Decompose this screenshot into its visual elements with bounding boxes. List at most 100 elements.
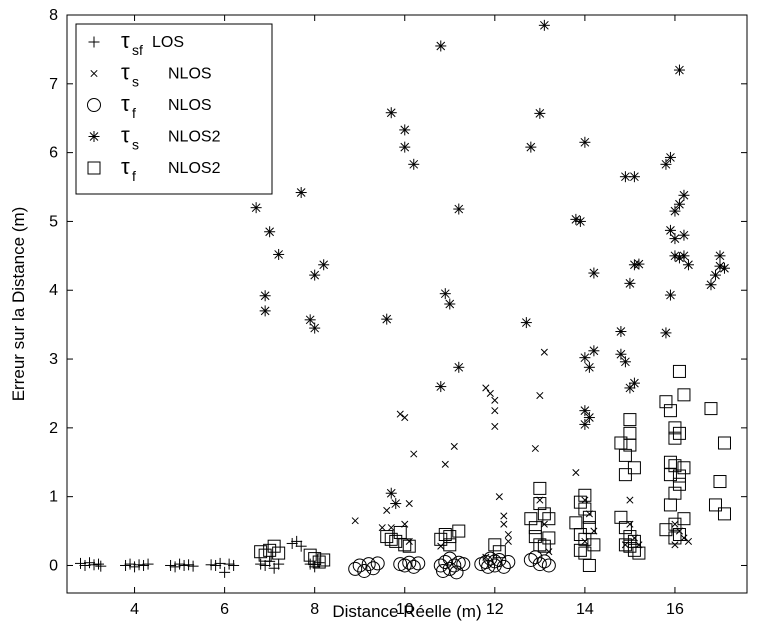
tf_nlos2-point (677, 461, 691, 475)
legend-tau-subscript: f (132, 105, 136, 121)
ts_nlos2-point (250, 202, 262, 214)
ts_nlos-point (351, 517, 359, 525)
legend-marker-ts_nlos2 (88, 131, 100, 142)
tf_nlos2-point (618, 448, 632, 462)
ts_nlos-point (581, 496, 589, 504)
ts_nlos-point (500, 512, 508, 520)
ts_nlos2-point (678, 250, 690, 262)
ts_nlos2-point (520, 317, 532, 329)
tf_nlos2-point (312, 555, 326, 569)
tf_nlos2-point (528, 521, 542, 535)
ts_nlos2-point (615, 348, 627, 360)
tf_nlos2-point (618, 521, 632, 535)
ts_nlos2-point (669, 205, 681, 217)
tf_nlos2-point (542, 531, 556, 545)
tf_nlos2-point (254, 545, 268, 559)
tf_nlos2-point (672, 528, 686, 542)
tf_nlos-point (541, 558, 556, 573)
tf_nlos-point (357, 563, 372, 578)
y-tick-label: 4 (49, 282, 58, 299)
tf_nlos2-point (488, 538, 502, 552)
ts_nlos2-point (453, 203, 465, 215)
tf_nlos2-point (308, 552, 322, 566)
tf_nlos2-point (618, 538, 632, 552)
tf_nlos2-point (717, 436, 731, 450)
ts_nlos-point (378, 524, 386, 532)
y-tick-label: 7 (49, 76, 58, 93)
ts_nlos2-point (664, 151, 676, 163)
ts_nlos2-point (660, 158, 672, 170)
legend-box (75, 23, 273, 195)
legend-tau-symbol: τ (121, 28, 130, 53)
x-tick-label: 8 (310, 601, 319, 618)
tf_nlos2-point (452, 524, 466, 538)
tsf_los-point (219, 566, 231, 578)
tf_nlos2-point (587, 538, 601, 552)
ts_nlos2-point (570, 213, 582, 225)
ts_nlos-point (572, 469, 580, 477)
ts_nlos2-point (309, 322, 321, 334)
tf_nlos2-point (537, 507, 551, 521)
tsf_los-point (124, 558, 136, 570)
ts_nlos2-point (619, 356, 631, 368)
tf_nlos2-point (272, 546, 286, 560)
ts_nlos2-point (309, 269, 321, 281)
tf_nlos-point (442, 551, 457, 566)
tf_nlos-point (397, 558, 412, 573)
ts_nlos2-point (583, 361, 595, 373)
x-tick-label: 12 (486, 601, 504, 618)
tf_nlos2-point (267, 539, 281, 553)
legend-marker-ts_nlos (90, 69, 98, 78)
ts_nlos-point (401, 413, 409, 422)
legend-tau-symbol: τ (121, 91, 130, 116)
tf_nlos2-point (492, 545, 506, 559)
y-tick-label: 2 (49, 420, 58, 437)
tf_nlos2-point (668, 459, 682, 473)
ts_nlos2-point (660, 327, 672, 339)
tsf_los-point (295, 540, 307, 552)
ts_nlos-point (531, 444, 539, 453)
tf_nlos2-point (582, 558, 596, 572)
tf_nlos2-point (663, 468, 677, 482)
legend-tau-symbol: τ (121, 60, 130, 85)
y-tick-label: 6 (49, 145, 58, 162)
tsf_los-point (183, 559, 195, 571)
ts_nlos-point (450, 442, 458, 450)
tf_nlos-point (537, 554, 552, 569)
legend-label: NLOS2 (168, 129, 221, 146)
legend-label: LOS (152, 34, 184, 51)
tf_nlos2-point (573, 495, 587, 509)
ts_nlos2-point (718, 262, 730, 274)
tf_nlos2-point (537, 539, 551, 553)
ts_nlos-point (671, 541, 679, 549)
y-tick-label: 3 (49, 351, 58, 368)
ts_nlos-point (504, 530, 512, 539)
tf_nlos2-point (573, 543, 587, 557)
tsf_los-point (273, 558, 285, 570)
ts_nlos2-point (408, 158, 420, 170)
ts_nlos-point (491, 396, 499, 404)
tf_nlos2-point (623, 413, 637, 427)
tsf_los-point (88, 559, 100, 571)
tsf_los-point (255, 558, 267, 570)
y-tick-label: 1 (49, 489, 58, 506)
tf_nlos2-point (384, 532, 398, 546)
ts_nlos-point (410, 450, 418, 458)
tsf_los-point (286, 537, 298, 549)
x-tick-label: 16 (666, 601, 684, 618)
ts_nlos2-point (579, 418, 591, 430)
x-tick-label: 14 (576, 601, 594, 618)
tf_nlos2-point (528, 530, 542, 544)
tf_nlos-point (447, 558, 462, 573)
tf_nlos2-point (632, 546, 646, 560)
ts_nlos-point (581, 537, 589, 545)
x-tick-label: 10 (396, 601, 414, 618)
ts_nlos-point (441, 460, 449, 468)
tf_nlos-point (483, 551, 498, 566)
legend-tau-subscript: sf (132, 42, 143, 58)
tsf_los-point (291, 535, 303, 547)
ts_nlos2-point (588, 345, 600, 357)
